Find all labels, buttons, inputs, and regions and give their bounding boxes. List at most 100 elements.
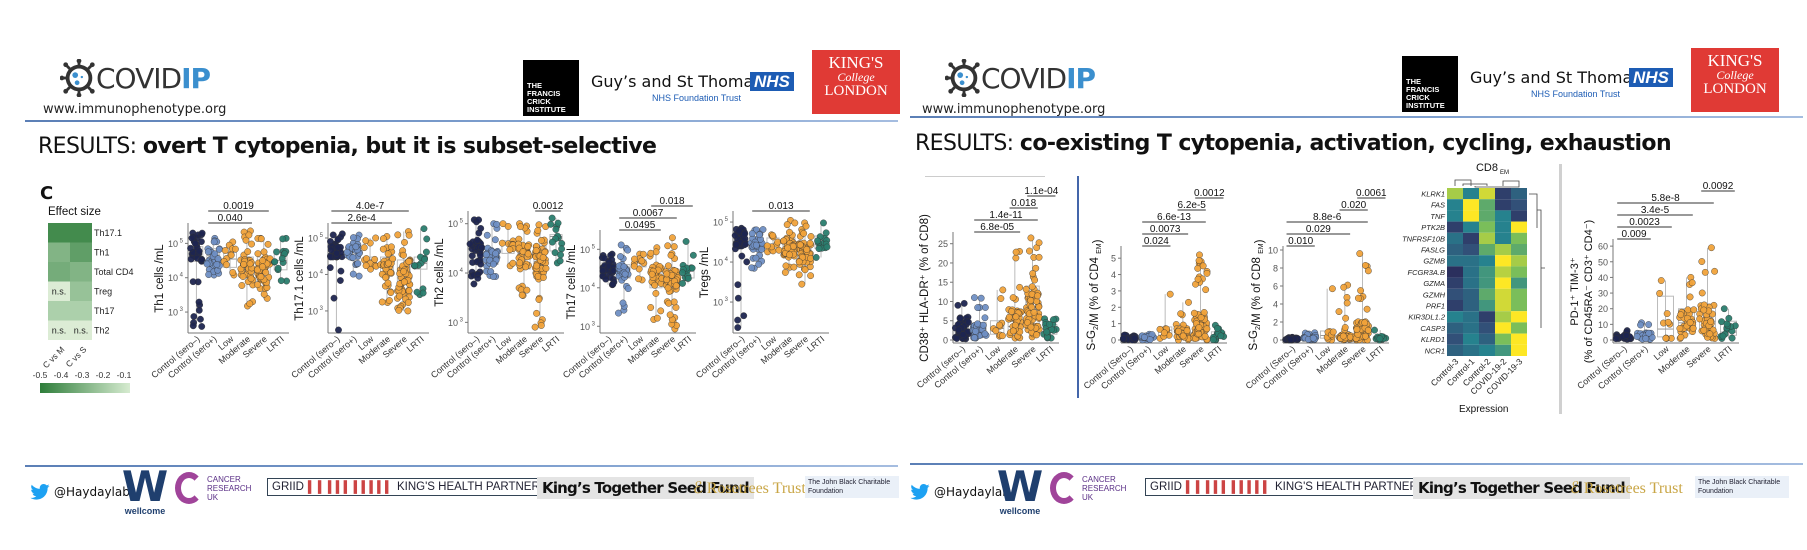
data-point xyxy=(1662,334,1670,342)
gene-label: CASP3 xyxy=(1420,324,1445,333)
data-point xyxy=(1725,314,1733,322)
data-point xyxy=(679,269,686,277)
y-axis-label: Th1 cells /mL xyxy=(154,244,166,313)
data-points xyxy=(547,214,566,267)
data-point xyxy=(679,280,686,287)
data-point xyxy=(1179,332,1187,340)
data-point xyxy=(1688,279,1696,287)
data-point xyxy=(549,238,556,246)
website-url[interactable]: www.immunophenotype.org xyxy=(43,102,227,117)
data-point xyxy=(1026,247,1033,255)
data-points xyxy=(1352,250,1372,344)
x-tick-label: LRTI xyxy=(265,334,286,354)
y-axis-label: Tregs /mL xyxy=(699,246,711,298)
data-points xyxy=(795,219,815,288)
data-point xyxy=(278,254,286,262)
data-point xyxy=(548,214,556,222)
data-point xyxy=(800,230,808,237)
data-point xyxy=(664,242,672,250)
data-point xyxy=(795,271,803,279)
data-point xyxy=(734,316,742,324)
cd8em-gene-heatmap: CD8 EM KLRK1 FAS TNF PTK2B TNFRSF10B FASLG GZMB F… xyxy=(1402,162,1545,418)
twitter-icon xyxy=(30,484,50,500)
data-point xyxy=(279,235,287,243)
data-point xyxy=(784,244,792,252)
data-point xyxy=(223,261,230,269)
data-point xyxy=(1199,262,1207,270)
data-point xyxy=(490,260,497,268)
y-tick-label: 10 xyxy=(308,306,318,316)
data-point xyxy=(822,229,830,237)
data-point xyxy=(1637,321,1644,329)
data-point xyxy=(1033,331,1040,339)
data-point xyxy=(1656,290,1664,297)
crick-logo: THE FRANCIS CRICK INSTITUTE xyxy=(1402,56,1458,112)
heatmap-title-sub: EM xyxy=(1500,170,1509,176)
data-point xyxy=(1043,328,1051,336)
y-tick-label: 50 xyxy=(1598,257,1608,267)
data-point xyxy=(635,275,642,283)
y-tick-label: 10 xyxy=(713,298,723,308)
p-value-label: 0.010 xyxy=(1288,236,1313,247)
data-point xyxy=(1030,308,1038,316)
heatmap-cell xyxy=(1447,300,1463,312)
y-tick-label: 20 xyxy=(1598,304,1608,314)
y-axis-label: CD38⁺ HLA-DR⁺ (% of CD8) xyxy=(919,214,931,362)
data-point xyxy=(1024,319,1031,326)
data-point xyxy=(755,260,763,268)
data-point xyxy=(260,248,268,256)
data-point xyxy=(1202,286,1210,294)
data-point xyxy=(1177,310,1185,318)
twitter-handle[interactable]: @Haydaylab xyxy=(30,484,130,500)
data-point xyxy=(221,247,229,254)
data-point xyxy=(349,270,357,278)
john-black-foundation-logo: The John Black Charitable Foundation xyxy=(805,476,899,498)
p-value-label: 0.0073 xyxy=(1150,224,1181,235)
data-point xyxy=(335,326,342,334)
data-point xyxy=(638,257,646,265)
cell-annotation: n.s. xyxy=(74,326,89,336)
y-tick-label: 10 xyxy=(448,219,458,229)
griid-khp-logo: GRIID ▍ ▍ ▍▍▍ ▍▍▍▍▍ KING'S HEALTH PARTNERS xyxy=(1145,478,1431,496)
data-point xyxy=(1340,283,1348,291)
cell-annotation: n.s. xyxy=(52,326,67,336)
y-tick-label: 10 xyxy=(580,245,590,255)
data-point xyxy=(1361,319,1369,327)
data-point xyxy=(812,254,820,261)
heatmap-cell xyxy=(1479,255,1495,267)
data-point xyxy=(624,285,632,292)
data-point xyxy=(413,288,421,296)
colorbar-tick-label: -0.2 xyxy=(96,370,111,380)
y-axis-label: Th2 cells /mL xyxy=(434,238,446,307)
data-point xyxy=(981,330,989,338)
data-point xyxy=(667,251,675,259)
data-point xyxy=(801,266,809,274)
website-url[interactable]: www.immunophenotype.org xyxy=(922,102,1106,117)
p-value-label: 0.0067 xyxy=(633,208,664,219)
heatmap-cell xyxy=(1463,244,1479,256)
y-tick-exponent: 4 xyxy=(460,268,464,274)
effect-size-heatmap: Effect size Th17.1 Th1 Total CD4 n.s. Treg Th1… xyxy=(33,206,134,393)
data-points xyxy=(1156,290,1174,342)
y-tick-label: 10 xyxy=(308,233,318,243)
heatmap-cell xyxy=(1463,210,1479,222)
y-tick-exponent: 3 xyxy=(592,321,596,327)
data-point xyxy=(204,248,212,256)
data-point xyxy=(329,231,337,239)
data-point xyxy=(387,269,395,277)
data-point xyxy=(468,252,476,260)
data-point xyxy=(1612,335,1620,343)
heatmap-cell xyxy=(1495,311,1511,323)
twitter-handle[interactable]: @Haydaylab xyxy=(910,484,1010,500)
data-point xyxy=(956,315,964,322)
data-point xyxy=(1677,333,1685,341)
slide-title: RESULTS: co-existing T cytopenia, activa… xyxy=(915,131,1672,156)
y-tick-exponent: 3 xyxy=(460,317,464,323)
heatmap-cell xyxy=(1495,333,1511,345)
data-point xyxy=(350,234,357,241)
data-point xyxy=(1719,332,1727,340)
p-value-label: 5.8e-8 xyxy=(1651,193,1680,204)
data-point xyxy=(780,237,788,245)
colorbar-tick-label: -0.3 xyxy=(75,370,90,380)
